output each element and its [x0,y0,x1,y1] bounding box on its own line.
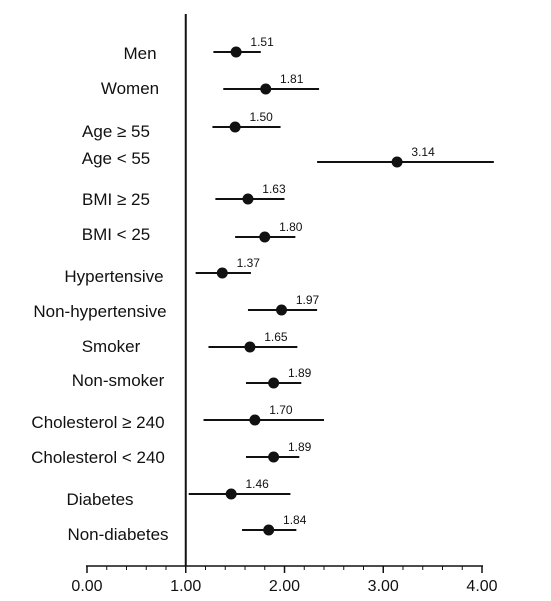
forest-row: Cholesterol ≥ 240 1.70 [31,403,324,432]
value-label: 1.50 [249,110,273,124]
category-label: Women [101,79,159,98]
point-estimate [268,377,280,389]
forest-row: Cholesterol < 240 1.89 [31,440,312,467]
forest-row: BMI ≥ 25 1.63 [82,182,286,209]
point-estimate [259,231,271,243]
forest-row: Diabetes 1.46 [66,477,291,509]
value-label: 1.63 [262,182,286,196]
category-label: Cholesterol ≥ 240 [31,413,164,432]
point-estimate [230,46,242,58]
x-tick-label: 2.00 [269,578,300,595]
point-estimate [225,488,237,500]
category-label: BMI < 25 [82,225,151,244]
forest-row: Non-hypertensive 1.97 [33,293,319,321]
forest-row: Age ≥ 55 1.50 [82,110,281,141]
category-label: Hypertensive [64,267,163,286]
category-label: Non-smoker [72,371,165,390]
value-label: 1.84 [283,513,307,527]
point-estimate [276,304,288,316]
value-label: 1.37 [237,256,261,270]
forest-row: Women 1.81 [101,72,320,98]
point-estimate [268,451,280,463]
category-label: Men [123,44,156,63]
point-estimate [216,267,228,279]
x-tick-label: 1.00 [170,578,201,595]
x-tick-label: 0.00 [71,578,102,595]
value-label: 1.70 [269,403,293,417]
point-estimate [260,83,272,95]
category-label: BMI ≥ 25 [82,190,150,209]
category-label: Diabetes [66,490,133,509]
point-estimate [249,414,261,426]
forest-row: Men 1.51 [123,35,274,63]
forest-row: BMI < 25 1.80 [82,220,303,244]
category-label: Age ≥ 55 [82,122,150,141]
forest-row: Hypertensive 1.37 [64,256,260,286]
value-label: 1.97 [296,293,320,307]
value-label: 1.51 [250,35,274,49]
forest-row: Age < 55 3.14 [82,145,494,168]
value-label: 1.46 [245,477,269,491]
value-label: 1.65 [264,330,288,344]
x-axis: 0.00 1.00 2.00 3.00 4.00 [71,14,498,595]
category-label: Smoker [82,337,141,356]
point-estimate [229,121,241,133]
value-label: 1.89 [288,366,312,380]
rows-layer: Men 1.51 Women 1.81 Age ≥ 55 1.50 Age < 55 3.14… [31,35,494,544]
value-label: 1.80 [279,220,303,234]
value-label: 3.14 [411,145,435,159]
category-label: Non-diabetes [67,525,168,544]
value-label: 1.81 [280,72,304,86]
value-label: 1.89 [288,440,312,454]
point-estimate [244,341,256,353]
category-label: Non-hypertensive [33,302,166,321]
point-estimate [263,524,275,536]
category-label: Age < 55 [82,149,151,168]
forest-row: Smoker 1.65 [82,330,298,356]
point-estimate [242,193,254,205]
forest-row: Non-smoker 1.89 [72,366,312,390]
point-estimate [391,156,403,168]
x-tick-label: 4.00 [466,578,497,595]
forest-row: Non-diabetes 1.84 [67,513,306,544]
category-label: Cholesterol < 240 [31,448,165,467]
x-tick-label: 3.00 [368,578,399,595]
